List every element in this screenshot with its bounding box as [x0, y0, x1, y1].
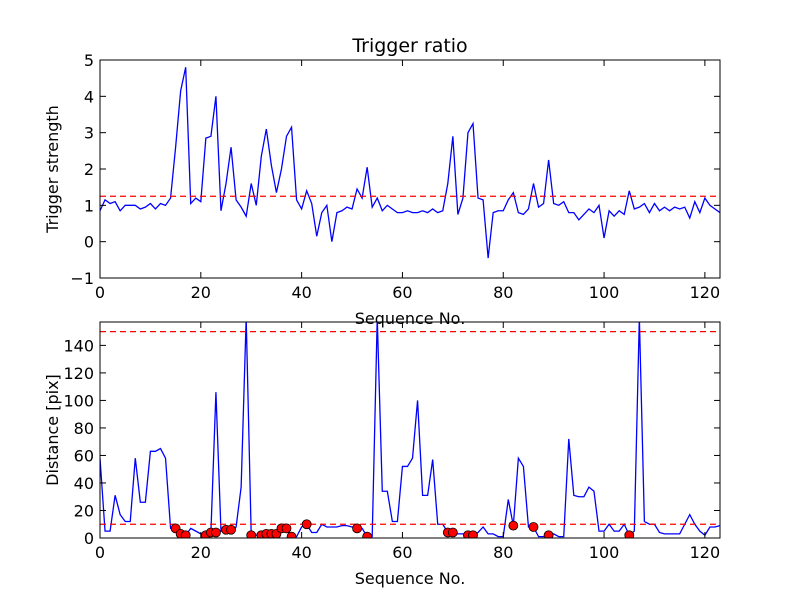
data-marker — [286, 531, 297, 538]
y-tick-label: 140 — [63, 336, 94, 355]
data-marker — [246, 530, 257, 538]
series-line — [100, 322, 720, 538]
x-tick-label: 40 — [291, 543, 311, 562]
y-axis-label: Distance [pix] — [43, 374, 62, 486]
axes-frame — [99, 59, 721, 279]
x-tick-label: 20 — [191, 283, 211, 302]
data-marker — [211, 527, 221, 538]
y-tick-label: −1 — [70, 269, 94, 288]
chart-title: Trigger ratio — [351, 35, 467, 57]
axes-frame — [99, 321, 721, 539]
y-tick-label: 1 — [84, 196, 94, 215]
y-tick-label: 2 — [84, 160, 94, 179]
x-axis-label: Sequence No. — [355, 569, 466, 588]
x-tick-label: 120 — [690, 543, 721, 562]
series-line — [100, 67, 720, 259]
x-tick-label: 20 — [191, 543, 211, 562]
y-tick-label: 5 — [84, 51, 94, 70]
data-marker — [508, 520, 519, 531]
data-marker — [281, 523, 292, 534]
x-tick-label: 40 — [291, 283, 311, 302]
plot-area — [100, 322, 720, 538]
y-tick-label: 60 — [74, 446, 94, 465]
x-tick-label: 60 — [392, 543, 412, 562]
y-tick-label: 80 — [74, 419, 94, 438]
y-tick-label: 120 — [63, 364, 94, 383]
y-tick-label: 20 — [74, 501, 94, 520]
x-tick-label: 100 — [589, 283, 620, 302]
y-tick-label: 4 — [84, 87, 94, 106]
x-tick-label: 0 — [95, 283, 105, 302]
x-axis-label: Sequence No. — [355, 309, 466, 328]
y-tick-label: 0 — [84, 233, 94, 252]
data-marker — [226, 524, 236, 535]
y-tick-label: 40 — [74, 474, 94, 493]
y-axis-label: Trigger strength — [43, 105, 62, 234]
x-tick-label: 60 — [392, 283, 412, 302]
y-tick-label: 3 — [84, 124, 94, 143]
data-marker — [528, 522, 539, 532]
data-marker — [624, 530, 635, 538]
data-marker — [301, 519, 312, 530]
data-marker — [362, 531, 373, 538]
y-tick-label: 100 — [63, 391, 94, 410]
data-marker — [352, 523, 362, 534]
plot-area — [100, 67, 720, 259]
x-tick-label: 80 — [493, 543, 513, 562]
y-tick-label: 0 — [84, 529, 94, 548]
x-tick-label: 100 — [589, 543, 620, 562]
x-tick-label: 0 — [95, 543, 105, 562]
x-tick-label: 80 — [493, 283, 513, 302]
data-marker — [468, 530, 478, 538]
distance-chart: 0 20 40 60 80 100 120 0 20 40 60 80 100 120 140 Sequenc… — [43, 321, 721, 588]
x-tick-label: 120 — [690, 283, 721, 302]
data-marker — [180, 530, 191, 538]
data-marker — [447, 527, 458, 538]
data-marker — [543, 530, 554, 538]
